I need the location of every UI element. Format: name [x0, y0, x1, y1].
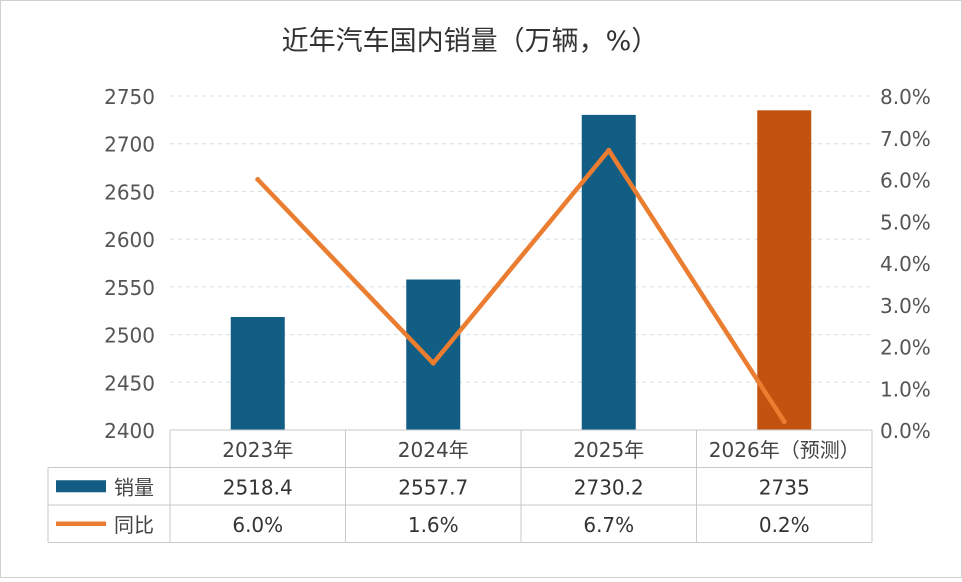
right-tick-label: 4.0% [880, 252, 931, 276]
bar [406, 279, 461, 430]
bar-series [230, 110, 812, 431]
table-cell-sales: 2730.2 [574, 475, 644, 499]
table-cell-yoy: 6.7% [583, 513, 634, 537]
left-tick-label: 2450 [104, 371, 155, 395]
table-cell-yoy: 1.6% [408, 513, 459, 537]
left-tick-label: 2700 [104, 133, 155, 157]
left-tick-label: 2650 [104, 180, 155, 204]
left-tick-label: 2400 [104, 419, 155, 443]
legend-key-bar [56, 480, 106, 493]
right-tick-label: 7.0% [880, 127, 931, 151]
table-cell-sales: 2557.7 [398, 475, 468, 499]
right-tick-label: 8.0% [880, 85, 931, 109]
right-tick-label: 3.0% [880, 294, 931, 318]
legend-label-line: 同比 [114, 513, 154, 537]
table-cell-yoy: 6.0% [232, 513, 283, 537]
gridlines [170, 95, 872, 383]
category-label: 2025年 [573, 438, 644, 462]
left-tick-label: 2600 [104, 228, 155, 252]
legend-label-bar: 销量 [114, 475, 154, 499]
bar [230, 317, 285, 430]
line-series [255, 147, 787, 425]
line-point [255, 177, 261, 182]
right-tick-label: 2.0% [880, 336, 931, 360]
line-point [781, 419, 787, 425]
right-axis-ticks: 8.0% 7.0% 6.0% 5.0% 4.0% 3.0% 2.0% 1.0% 0.0% [880, 85, 931, 443]
right-tick-label: 1.0% [880, 377, 931, 401]
chart-title: 近年汽车国内销量（万辆，%） [282, 26, 659, 57]
category-label: 2024年 [398, 438, 469, 462]
table-cell-yoy: 0.2% [759, 513, 810, 537]
right-tick-label: 5.0% [880, 210, 931, 234]
table-cell-sales: 2735 [759, 475, 810, 499]
line-point [430, 360, 436, 366]
bar [757, 110, 812, 431]
bar [581, 114, 636, 430]
right-tick-label: 6.0% [880, 169, 931, 193]
category-label: 2026年（预测） [709, 438, 860, 462]
left-tick-label: 2750 [104, 85, 155, 109]
left-tick-label: 2500 [104, 324, 155, 348]
left-tick-label: 2550 [104, 276, 155, 300]
right-tick-label: 0.0% [880, 419, 931, 443]
left-axis-ticks: 2750 2700 2650 2600 2550 2500 2450 2400 [104, 85, 155, 443]
category-label: 2023年 [222, 438, 293, 462]
line-path [255, 148, 787, 424]
line-point [606, 147, 612, 153]
table-cell-sales: 2518.4 [223, 475, 293, 499]
